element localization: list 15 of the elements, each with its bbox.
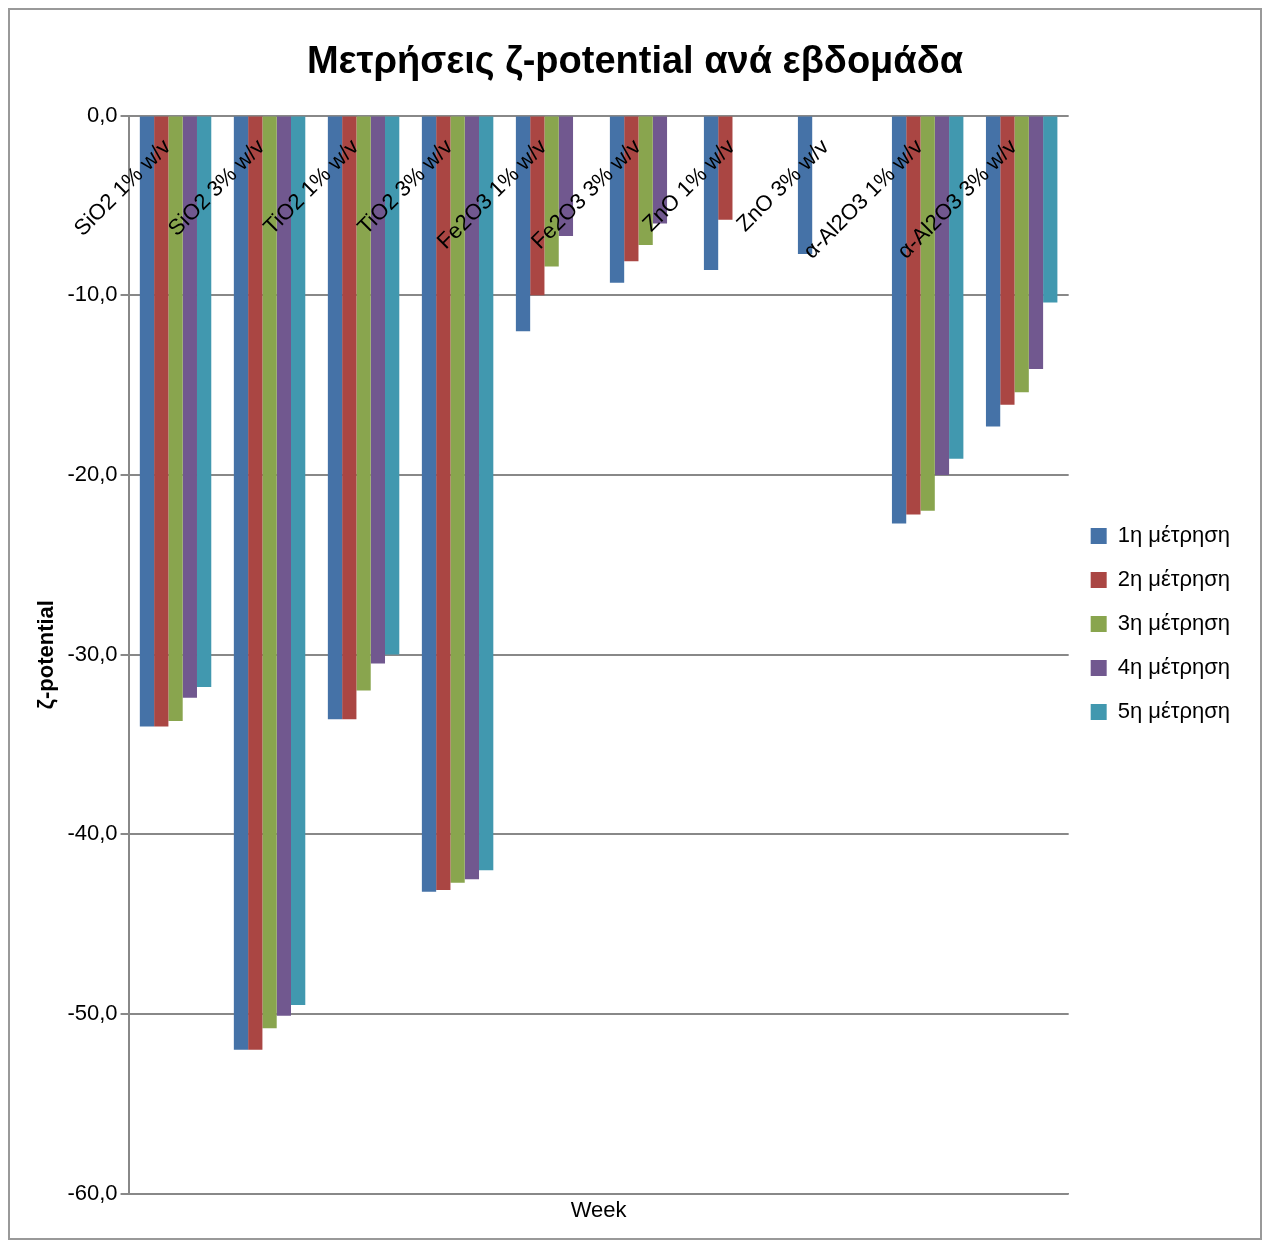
y-tick-label: -30,0 xyxy=(67,640,118,666)
y-tick-label: -50,0 xyxy=(67,1000,118,1025)
y-tick-label: -10,0 xyxy=(67,281,118,307)
y-tick-label: -60,0 xyxy=(67,1179,118,1205)
legend-label: 5η μέτρηση xyxy=(1117,698,1231,724)
legend-label: 3η μέτρηση xyxy=(1117,610,1231,636)
x-axis-title: Week xyxy=(570,1196,628,1222)
y-tick-label: -20,0 xyxy=(67,461,118,486)
y-axis-title: ζ-potential xyxy=(33,600,59,710)
legend-label: 4η μέτρηση xyxy=(1117,654,1231,680)
chart-title: Μετρήσεις ζ-potential ανά εβδομάδα xyxy=(306,39,964,82)
y-tick-label: 0,0 xyxy=(86,101,118,127)
legend-label: 2η μέτρηση xyxy=(1117,566,1231,592)
legend-label: 1η μέτρηση xyxy=(1117,522,1231,548)
y-tick-label: -40,0 xyxy=(67,820,118,846)
